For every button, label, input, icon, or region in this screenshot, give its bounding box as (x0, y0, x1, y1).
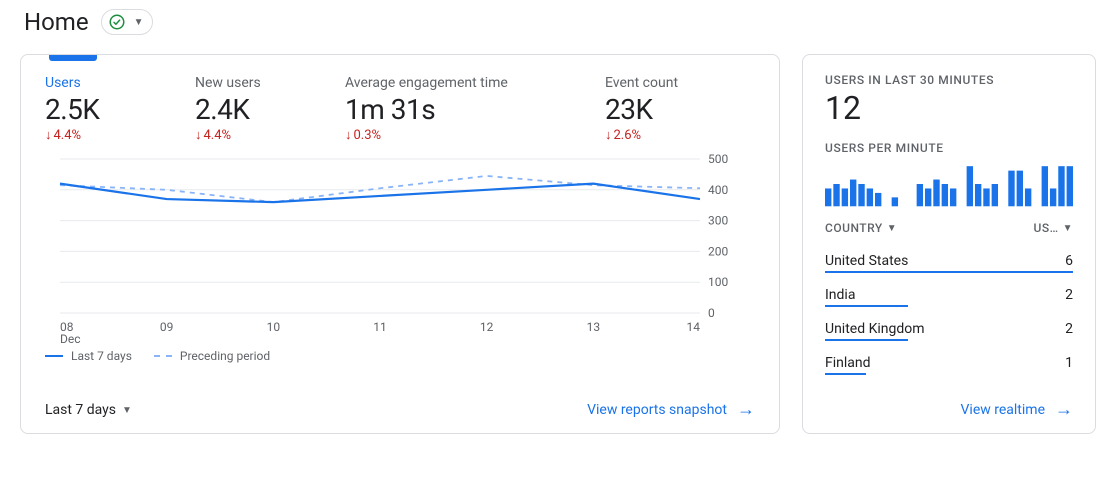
country-users: 1 (1065, 355, 1073, 371)
metric-value: 2.4K (195, 93, 315, 126)
status-dropdown[interactable]: ▼ (101, 9, 153, 35)
svg-text:400: 400 (708, 183, 728, 197)
country-name: Finland (825, 355, 871, 371)
date-range-picker[interactable]: Last 7 days ▼ (45, 402, 132, 418)
table-row: India 2 (825, 279, 1073, 305)
metric-label: New users (195, 75, 315, 91)
svg-text:200: 200 (708, 244, 728, 258)
realtime-user-count: 12 (825, 89, 1073, 127)
country-column-header[interactable]: COUNTRY▼ (825, 221, 897, 235)
metric-label: Event count (605, 75, 725, 91)
country-users: 6 (1065, 253, 1073, 269)
arrow-right-icon: → (1055, 401, 1073, 419)
country-name: India (825, 287, 855, 303)
realtime-card: USERS IN LAST 30 MINUTES 12 USERS PER MI… (802, 54, 1096, 434)
view-realtime-link[interactable]: View realtime → (961, 401, 1073, 419)
metric-value: 1m 31s (345, 93, 575, 126)
metric-avg_engage[interactable]: Average engagement time 1m 31s ↓0.3% (345, 75, 575, 143)
metric-value: 2.5K (45, 93, 165, 126)
metric-users[interactable]: Users 2.5K ↓4.4% (45, 75, 165, 143)
checkmark-circle-icon (108, 13, 126, 31)
caret-down-icon: ▼ (122, 405, 132, 416)
country-name: United Kingdom (825, 321, 925, 337)
svg-text:11: 11 (373, 320, 387, 334)
country-users: 2 (1065, 287, 1073, 303)
country-bar (825, 305, 1073, 307)
svg-text:13: 13 (587, 320, 601, 334)
svg-text:09: 09 (160, 320, 174, 334)
arrow-right-icon: → (737, 401, 755, 419)
table-row: Finland 1 (825, 347, 1073, 373)
metric-label: Average engagement time (345, 75, 575, 91)
caret-down-icon: ▼ (1063, 223, 1073, 234)
overview-card: Users 2.5K ↓4.4% New users 2.4K ↓4.4% Average … (20, 54, 780, 434)
per-minute-title: USERS PER MINUTE (825, 141, 1073, 155)
legend-prev: Preceding period (180, 349, 270, 363)
table-row: United States 6 (825, 245, 1073, 271)
country-users: 2 (1065, 321, 1073, 337)
svg-text:10: 10 (267, 320, 281, 334)
caret-down-icon: ▼ (134, 17, 144, 28)
active-tab-indicator (49, 55, 97, 61)
metric-delta: ↓4.4% (195, 128, 315, 143)
svg-text:100: 100 (708, 275, 728, 289)
country-bar (825, 339, 1073, 341)
svg-text:0: 0 (708, 306, 715, 320)
metric-delta: ↓0.3% (345, 128, 575, 143)
table-row: United Kingdom 2 (825, 313, 1073, 339)
metric-delta: ↓4.4% (45, 128, 165, 143)
view-reports-link[interactable]: View reports snapshot → (587, 401, 755, 419)
page-title: Home (24, 8, 89, 36)
legend-current: Last 7 days (71, 349, 132, 363)
metric-value: 23K (605, 93, 725, 126)
country-name: United States (825, 253, 908, 269)
users-column-header[interactable]: US…▼ (1033, 221, 1073, 235)
country-bar (825, 271, 1073, 273)
chart-legend: Last 7 days Preceding period (45, 349, 755, 363)
metric-events[interactable]: Event count 23K ↓2.6% (605, 75, 725, 143)
users-per-minute-chart (825, 161, 1073, 207)
metric-label: Users (45, 75, 165, 91)
svg-text:14: 14 (687, 320, 701, 334)
svg-text:300: 300 (708, 214, 728, 228)
svg-text:Dec: Dec (60, 332, 81, 346)
country-bar (825, 373, 1073, 375)
metric-new_users[interactable]: New users 2.4K ↓4.4% (195, 75, 315, 143)
svg-text:12: 12 (480, 320, 494, 334)
users-line-chart: 010020030040050008091011121314Dec (45, 153, 755, 343)
realtime-title: USERS IN LAST 30 MINUTES (825, 73, 1073, 87)
caret-down-icon: ▼ (887, 223, 897, 234)
svg-text:500: 500 (708, 152, 728, 166)
metric-delta: ↓2.6% (605, 128, 725, 143)
